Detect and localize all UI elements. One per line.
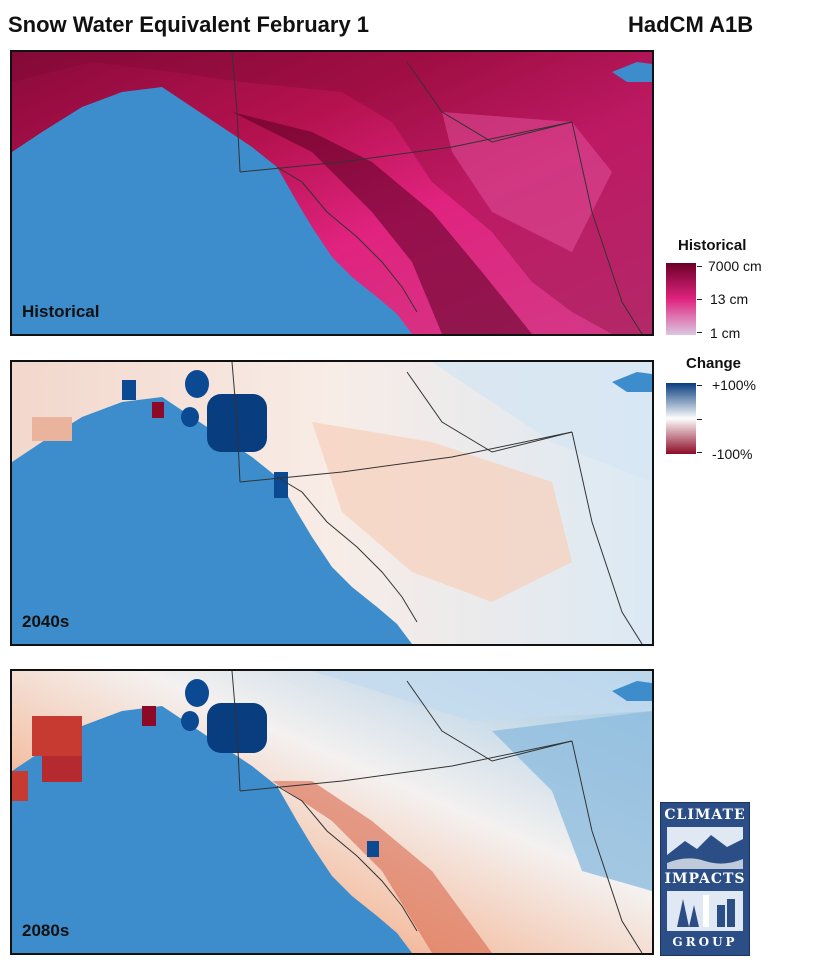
model-label: HadCM A1B [628, 12, 754, 37]
change-colorbar [666, 383, 696, 454]
page-title: Snow Water Equivalent February 1 [8, 12, 370, 37]
map-panel-historical: Historical [10, 50, 654, 336]
historical-colorbar [666, 263, 696, 335]
map-2080s [12, 671, 652, 953]
logo-text-middle: IMPACTS [664, 871, 746, 887]
map-historical [12, 52, 652, 334]
landscape-icon [667, 827, 743, 869]
historical-tick-max [697, 266, 702, 267]
historical-label-max: 7000 cm [708, 258, 762, 274]
panel-label: Historical [22, 302, 100, 321]
panel-label: 2080s [22, 921, 70, 940]
logo-text-bottom: GROUP [672, 935, 738, 949]
change-label-max: +100% [712, 377, 756, 393]
map-2040s [12, 362, 652, 644]
historical-tick-min [697, 332, 702, 333]
panel-label: 2040s [22, 612, 70, 631]
trees-icon [667, 891, 743, 931]
change-tick-min [697, 452, 702, 453]
logo-text-top: CLIMATE [664, 807, 746, 823]
change-legend-title: Change [686, 355, 742, 372]
historical-label-mid: 13 cm [710, 291, 749, 307]
change-tick-mid [697, 419, 702, 420]
map-panel-2080s: 2080s [10, 669, 654, 955]
historical-tick-mid [697, 299, 702, 300]
historical-legend-title: Historical [678, 237, 747, 254]
historical-label-min: 1 cm [710, 325, 741, 341]
map-panel-2040s: 2040s [10, 360, 654, 646]
change-label-min: -100% [712, 446, 753, 462]
climate-impacts-group-logo: CLIMATE IMPACTS GROUP [660, 802, 750, 956]
change-tick-max [697, 385, 702, 386]
